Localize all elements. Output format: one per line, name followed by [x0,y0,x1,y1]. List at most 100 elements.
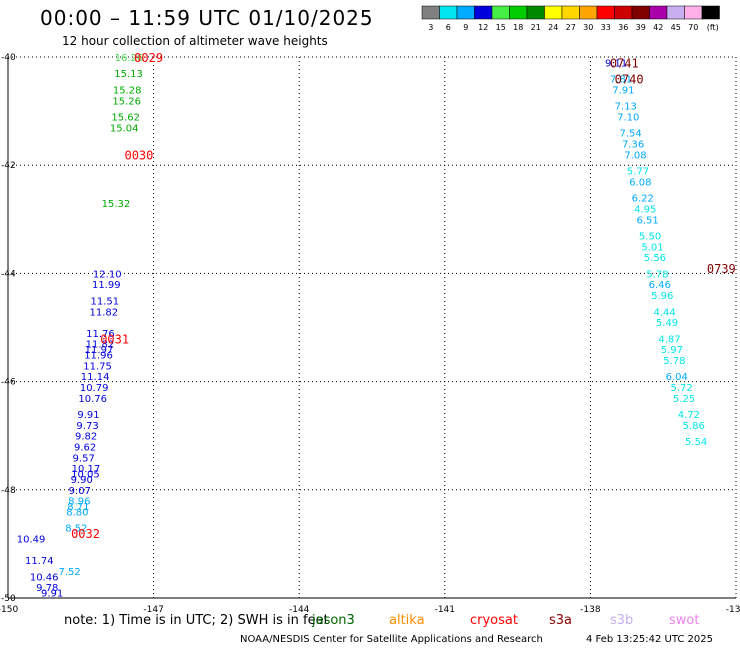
page-title: 00:00 – 11:59 UTC 01/10/2025 [40,6,374,30]
swh-value: 9.91 [77,410,99,421]
legend-item-s3b: s3b [610,613,634,628]
swh-value: 7.52 [58,567,80,578]
swh-value: 10.49 [17,534,46,545]
colorbar-label: 15 [496,23,506,32]
colorbar-swatch [701,5,720,20]
x-tick-label: -144 [289,605,310,615]
legend-item-cryosat: cryosat [470,613,518,628]
swh-value: 12.10 [93,269,122,280]
footnote: note: 1) Time is in UTC; 2) SWH is in fe… [64,613,329,628]
legend-item-jason3: jason3 [312,613,355,628]
colorbar-label: 18 [513,23,523,32]
swh-value: 15.04 [110,123,139,134]
swh-value: 7.81 [610,75,632,86]
colorbar-swatch [666,5,685,20]
swh-value: 15.32 [102,199,131,210]
y-tick-label: -42 [1,161,16,171]
y-tick-label: -48 [1,486,16,496]
colorbar-label: 45 [671,23,681,32]
x-tick-label: -150 [0,605,18,615]
x-tick-label: -138 [580,605,601,615]
y-tick-label: -44 [1,269,16,279]
swh-value: 15.28 [113,85,142,96]
swh-value: 6.51 [637,215,659,226]
swh-value: 5.56 [644,253,666,264]
colorbar-label: 24 [548,23,558,32]
swh-value: 5.72 [670,383,692,394]
swh-value: 16.26 [115,53,144,64]
colorbar-swatch [439,5,458,20]
page-subtitle: 12 hour collection of altimeter wave hei… [62,34,328,48]
swh-value: 5.86 [683,421,705,432]
swh-value: 10.17 [72,464,101,475]
swh-value: 11.97 [85,345,114,356]
time-labels: 0029 0030 0031 0032 0741 0740 0739 [71,51,736,541]
colorbar-swatch [579,5,598,20]
colorbar-label: 42 [653,23,663,32]
x-tick-label: -135 [726,605,740,615]
swh-value: 9.82 [75,432,97,443]
credit-line: NOAA/NESDIS Center for Satellite Applica… [240,634,543,645]
colorbar-label: 9 [463,23,468,32]
colorbar-swatch [561,5,580,20]
y-tick-label: -46 [1,378,16,388]
swh-value: 7.54 [620,129,642,140]
swh-value: 9.62 [74,443,96,454]
legend-item-s3a: s3a [549,613,573,628]
swh-value: 5.77 [627,167,649,178]
swh-value: 5.01 [641,242,663,253]
colorbar-swatch [491,5,510,20]
time-label: 0741 [610,56,639,70]
swh-value: 5.25 [673,394,695,405]
colorbar-swatch [614,5,633,20]
x-tick-label: -147 [143,605,163,615]
swh-value: 4.72 [678,410,700,421]
x-tick-label: -141 [435,605,455,615]
swh-value: 7.36 [622,140,644,151]
swh-value: 6.22 [632,194,654,205]
time-label: 0029 [134,51,163,65]
colorbar-label: 12 [478,23,488,32]
colorbar-swatch [544,5,563,20]
swh-value: 5.78 [646,269,668,280]
legend-item-swot: swot [669,613,700,628]
swh-value: 10.46 [30,572,59,583]
swh-value: 8.96 [68,497,90,508]
time-label: 0030 [124,148,153,162]
colorbar-label: 21 [531,23,541,32]
swh-value: 5.97 [661,345,683,356]
swh-value: 15.13 [114,69,143,80]
map-axes [7,57,736,599]
swh-value: 9.07 [69,486,91,497]
swh-value: 9.11 [605,58,627,69]
colorbar-label: 33 [601,23,611,32]
swh-value: 4.87 [658,334,680,345]
colorbar-swatch [631,5,650,20]
colorbar-label: 6 [446,23,451,32]
colorbar-label: 39 [636,23,646,32]
swh-value: 5.50 [639,232,661,243]
swh-value: 11.96 [84,351,113,362]
swh-value: 6.08 [629,177,651,188]
time-label: 0031 [100,332,129,346]
colorbar-swatch [596,5,615,20]
swh-value: 7.10 [617,113,639,124]
swh-value: 11.14 [81,372,110,383]
y-tick-label: -40 [1,53,16,63]
swh-value: 11.76 [86,329,115,340]
swh-value: 11.82 [86,340,115,351]
swh-value: 5.96 [651,291,673,302]
colorbar-legend: 3 6 9 12 15 18 21 24 27 30 33 36 39 42 45 70 (ft) [421,5,720,32]
swh-value: 9.91 [41,589,63,600]
colorbar-label: 3 [428,23,433,32]
colorbar-swatch [526,5,545,20]
swh-value: 5.54 [685,437,707,448]
swh-value: 5.78 [663,356,685,367]
swh-value: 9.57 [73,453,95,464]
swh-value: 6.46 [649,280,671,291]
swh-value: 11.75 [83,361,112,372]
swh-value: 10.05 [71,470,100,481]
swh-value: 7.91 [612,85,634,96]
swh-value: 11.99 [92,280,121,291]
